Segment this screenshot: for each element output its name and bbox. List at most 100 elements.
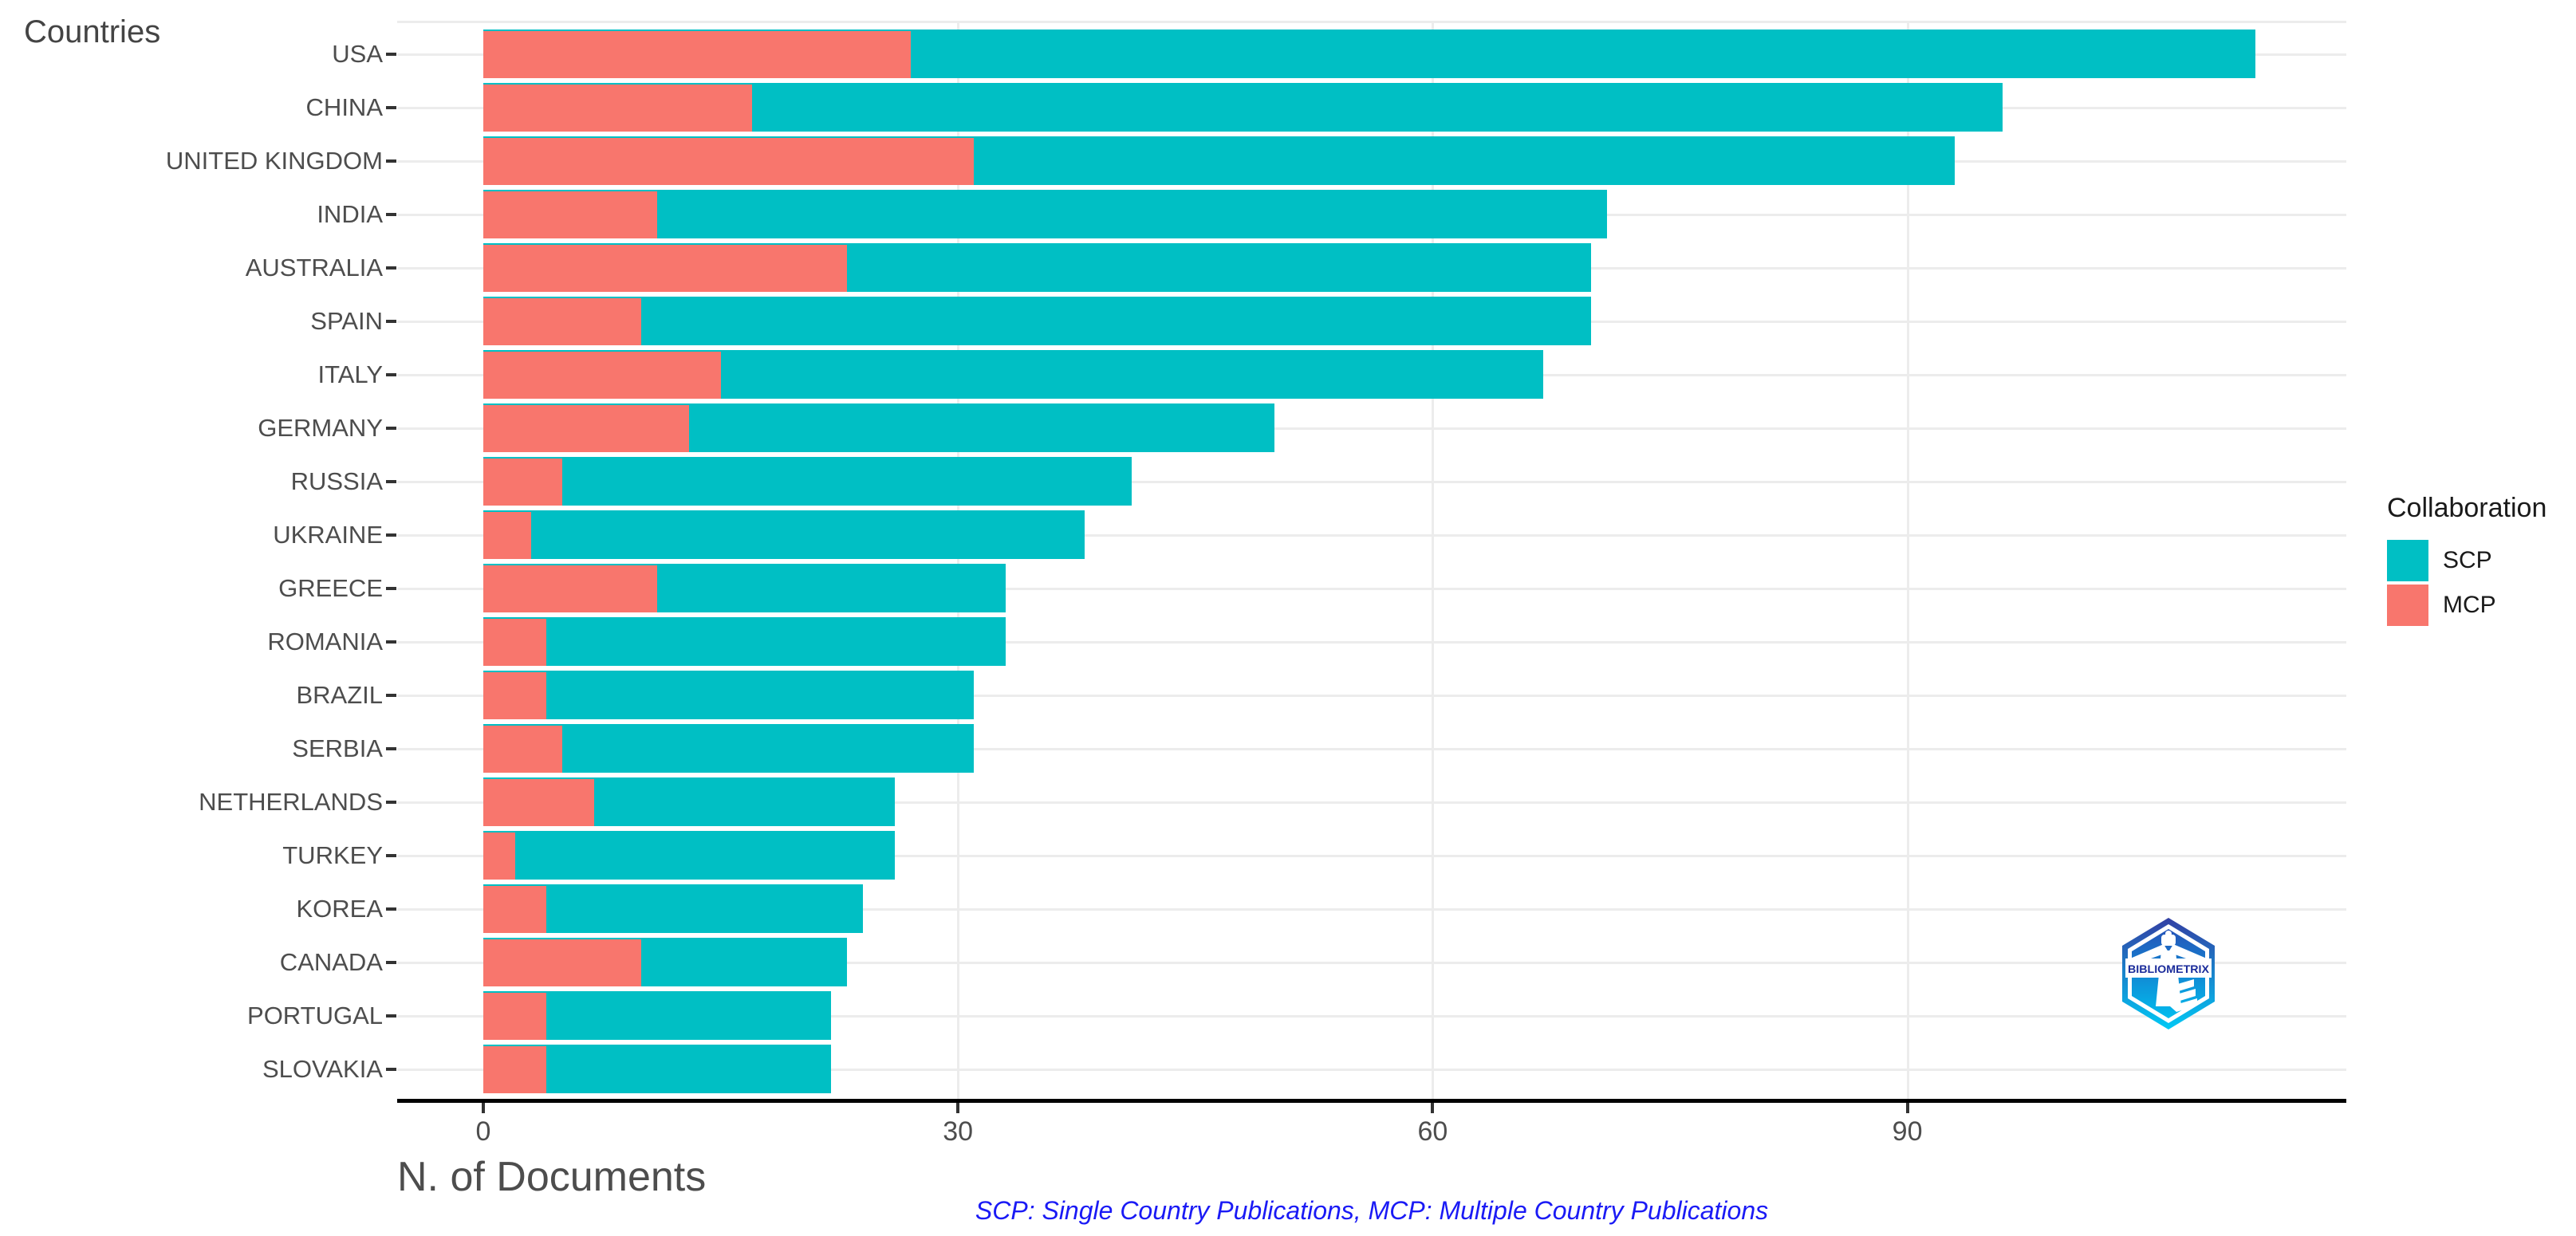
- bar-spain: [483, 297, 1591, 345]
- bar-segment-mcp: [483, 939, 642, 986]
- bar-segment-mcp: [483, 245, 848, 292]
- gridline-category: [397, 908, 2346, 911]
- bar-segment-mcp: [483, 1046, 547, 1093]
- x-tick-label: 90: [1892, 1116, 1923, 1147]
- bibliometrix-logo-icon: BIBLIOMETRIX: [2122, 918, 2215, 1029]
- x-tick-label: 0: [475, 1116, 491, 1147]
- y-tick-label: KOREA: [296, 895, 383, 923]
- y-tick-label: NETHERLANDS: [199, 788, 383, 816]
- y-tick-label: ROMANIA: [267, 628, 383, 655]
- gridline-category: [397, 534, 2346, 537]
- legend: Collaboration SCP MCP: [2387, 493, 2546, 629]
- gridline-xtick: [957, 21, 960, 1099]
- x-tick-mark: [1431, 1103, 1435, 1113]
- bar-brazil: [483, 671, 975, 719]
- gridline-category: [397, 427, 2346, 430]
- bar-united-kingdom: [483, 136, 1956, 185]
- x-tick-label: 60: [1417, 1116, 1448, 1147]
- y-tick-mark: [386, 533, 396, 537]
- gridline-category: [397, 481, 2346, 483]
- y-tick-mark: [386, 213, 396, 216]
- y-tick-label: RUSSIA: [290, 467, 383, 495]
- legend-swatch-mcp: [2387, 585, 2428, 626]
- y-tick-label: SERBIA: [292, 734, 383, 762]
- y-tick-mark: [386, 587, 396, 590]
- bar-segment-mcp: [483, 886, 547, 933]
- bar-segment-mcp: [483, 833, 515, 880]
- bar-segment-mcp: [483, 85, 753, 132]
- gridline-category: [397, 801, 2346, 804]
- y-tick-label: CANADA: [279, 948, 383, 976]
- x-axis-title: N. of Documents: [397, 1154, 707, 1200]
- y-tick-mark: [386, 694, 396, 697]
- gridline-category: [397, 748, 2346, 750]
- y-tick-label: SLOVAKIA: [262, 1055, 383, 1083]
- bar-segment-mcp: [483, 565, 658, 612]
- y-tick-label: SPAIN: [310, 307, 383, 335]
- gridline-category: [397, 641, 2346, 644]
- y-tick-mark: [386, 747, 396, 750]
- bar-segment-mcp: [483, 512, 531, 559]
- legend-items: SCP MCP: [2387, 540, 2546, 626]
- bar-segment-mcp: [483, 619, 547, 666]
- y-tick-label: USA: [332, 40, 383, 68]
- y-tick-label: TURKEY: [282, 841, 383, 869]
- y-axis-title: Countries: [24, 14, 161, 49]
- gridline-category: [397, 855, 2346, 857]
- y-tick-mark: [386, 159, 396, 163]
- legend-item-label: MCP: [2443, 592, 2496, 618]
- bar-segment-mcp: [483, 352, 721, 399]
- y-tick-mark: [386, 961, 396, 964]
- legend-item-mcp: MCP: [2387, 585, 2546, 626]
- bar-serbia: [483, 724, 975, 773]
- bar-china: [483, 83, 2003, 132]
- bar-greece: [483, 564, 1006, 612]
- caption-text: SCP: Single Country Publications, MCP: M…: [975, 1196, 1769, 1225]
- bar-slovakia: [483, 1045, 832, 1093]
- x-tick-label: 30: [943, 1116, 974, 1147]
- y-tick-mark: [386, 907, 396, 911]
- bar-segment-mcp: [483, 459, 563, 506]
- bar-australia: [483, 243, 1591, 292]
- bar-canada: [483, 938, 848, 986]
- y-tick-mark: [386, 106, 396, 109]
- y-tick-label: PORTUGAL: [247, 1002, 383, 1029]
- bar-india: [483, 190, 1607, 238]
- gridline-category: [397, 1015, 2346, 1018]
- bar-korea: [483, 884, 864, 933]
- y-tick-label: BRAZIL: [296, 681, 383, 709]
- bar-italy: [483, 350, 1544, 399]
- gridline-category: [397, 1069, 2346, 1071]
- plot-panel: [397, 21, 2346, 1099]
- y-tick-label: CHINA: [305, 93, 383, 121]
- y-tick-mark: [386, 1014, 396, 1018]
- y-tick-label: UKRAINE: [273, 521, 383, 549]
- y-tick-label: GREECE: [278, 574, 383, 602]
- bar-germany: [483, 403, 1274, 452]
- bar-segment-mcp: [483, 779, 594, 826]
- bar-romania: [483, 617, 1006, 666]
- bar-segment-mcp: [483, 191, 658, 238]
- bar-ukraine: [483, 510, 1085, 559]
- bar-segment-mcp: [483, 672, 547, 719]
- y-tick-label: AUSTRALIA: [245, 254, 383, 281]
- y-tick-label: INDIA: [317, 200, 383, 228]
- x-tick-mark: [956, 1103, 960, 1113]
- y-tick-label: GERMANY: [258, 414, 383, 442]
- bar-portugal: [483, 991, 832, 1040]
- bar-usa: [483, 30, 2256, 78]
- logo-wordmark: BIBLIOMETRIX: [2128, 962, 2210, 975]
- bar-segment-mcp: [483, 138, 975, 185]
- bar-segment-mcp: [483, 298, 642, 345]
- legend-title: Collaboration: [2387, 493, 2547, 523]
- bar-segment-mcp: [483, 405, 689, 452]
- y-tick-label: UNITED KINGDOM: [165, 147, 383, 175]
- gridline-category: [397, 962, 2346, 964]
- x-axis-line: [397, 1099, 2346, 1103]
- bar-netherlands: [483, 777, 895, 826]
- x-tick-mark: [1905, 1103, 1909, 1113]
- y-tick-mark: [386, 801, 396, 804]
- gridline-category: [397, 588, 2346, 590]
- legend-swatch-scp: [2387, 540, 2428, 581]
